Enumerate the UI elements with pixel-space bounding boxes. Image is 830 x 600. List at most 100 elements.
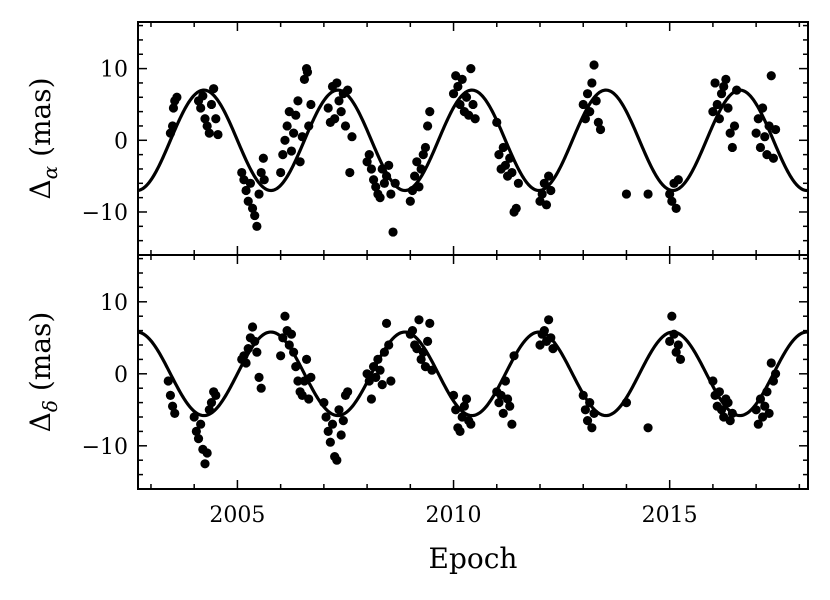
data-point <box>301 354 312 364</box>
data-point <box>587 78 597 88</box>
data-point <box>306 372 316 382</box>
data-point <box>768 153 779 163</box>
y-tick-label: −10 <box>82 201 128 226</box>
data-point <box>375 193 385 203</box>
data-point <box>323 103 333 113</box>
data-point <box>755 394 766 404</box>
data-point <box>669 329 679 339</box>
data-point <box>204 405 214 415</box>
data-point <box>250 336 260 346</box>
data-point <box>364 150 374 160</box>
data-point <box>507 167 517 178</box>
data-point <box>256 383 266 393</box>
data-point <box>297 132 307 142</box>
data-point <box>379 347 389 357</box>
data-point <box>332 78 342 88</box>
data-point <box>665 189 675 199</box>
y-tick-label: 10 <box>100 291 128 316</box>
data-point <box>418 150 428 160</box>
data-point <box>770 124 781 135</box>
data-point <box>511 203 521 213</box>
data-point <box>256 167 266 178</box>
data-point <box>459 401 469 411</box>
data-point <box>286 146 297 156</box>
y-tick-label: 10 <box>100 58 128 83</box>
data-point <box>211 390 221 400</box>
data-point <box>766 71 776 81</box>
data-point <box>593 117 603 127</box>
data-point <box>716 89 727 99</box>
data-point <box>172 92 182 102</box>
data-point <box>466 419 476 429</box>
data-point <box>500 376 511 386</box>
data-point <box>466 64 476 74</box>
data-point <box>327 419 338 429</box>
data-point <box>295 157 305 167</box>
data-point <box>643 423 653 433</box>
data-point <box>381 171 392 181</box>
data-point <box>388 227 398 237</box>
data-point <box>712 99 722 110</box>
data-point <box>213 129 223 140</box>
data-point <box>165 128 176 138</box>
data-point <box>386 376 396 386</box>
data-point <box>165 390 176 400</box>
data-point <box>247 203 258 213</box>
data-point <box>362 157 372 167</box>
data-point <box>580 114 590 124</box>
data-point <box>423 121 433 131</box>
data-point <box>254 372 264 382</box>
data-point <box>494 398 504 408</box>
data-point <box>336 430 346 440</box>
data-point <box>541 200 552 210</box>
data-point <box>461 394 472 404</box>
data-point <box>384 160 394 170</box>
data-point <box>448 390 459 400</box>
data-point <box>347 132 357 142</box>
data-point <box>340 121 351 131</box>
data-point <box>334 405 344 415</box>
data-point <box>247 322 258 332</box>
data-point <box>621 189 632 199</box>
data-point <box>299 74 310 84</box>
data-point <box>304 121 314 131</box>
data-point <box>206 398 217 408</box>
model-curve <box>137 330 809 418</box>
data-point <box>589 60 599 70</box>
panel-top: −10 0 10 Δα (mas) <box>24 21 809 256</box>
data-point <box>368 175 379 185</box>
y-axis-label: Δδ (mas) <box>24 312 62 433</box>
data-point <box>280 311 290 321</box>
data-point <box>502 394 513 404</box>
data-point <box>758 103 768 113</box>
data-point <box>191 426 201 436</box>
data-point <box>673 175 683 185</box>
data-point <box>723 103 733 113</box>
data-point <box>539 178 549 188</box>
data-point <box>196 419 206 429</box>
data-point <box>714 387 724 397</box>
data-point <box>643 189 653 199</box>
data-point <box>580 405 590 415</box>
data-point <box>362 369 372 379</box>
data-point <box>764 408 774 418</box>
data-point <box>252 347 262 357</box>
data-point <box>760 132 770 142</box>
data-point <box>498 142 508 153</box>
data-point <box>725 416 735 426</box>
data-point <box>418 347 428 357</box>
data-point <box>167 401 178 411</box>
data-point <box>252 221 262 231</box>
data-point <box>276 351 286 361</box>
data-point <box>343 387 353 397</box>
data-point <box>163 376 173 386</box>
data-point <box>708 107 718 117</box>
data-point <box>721 74 731 84</box>
data-point <box>325 437 335 447</box>
data-point <box>289 128 299 138</box>
data-point <box>766 358 776 368</box>
data-point <box>762 387 772 397</box>
data-point <box>725 128 735 138</box>
data-point <box>282 121 292 131</box>
data-point <box>167 121 178 131</box>
